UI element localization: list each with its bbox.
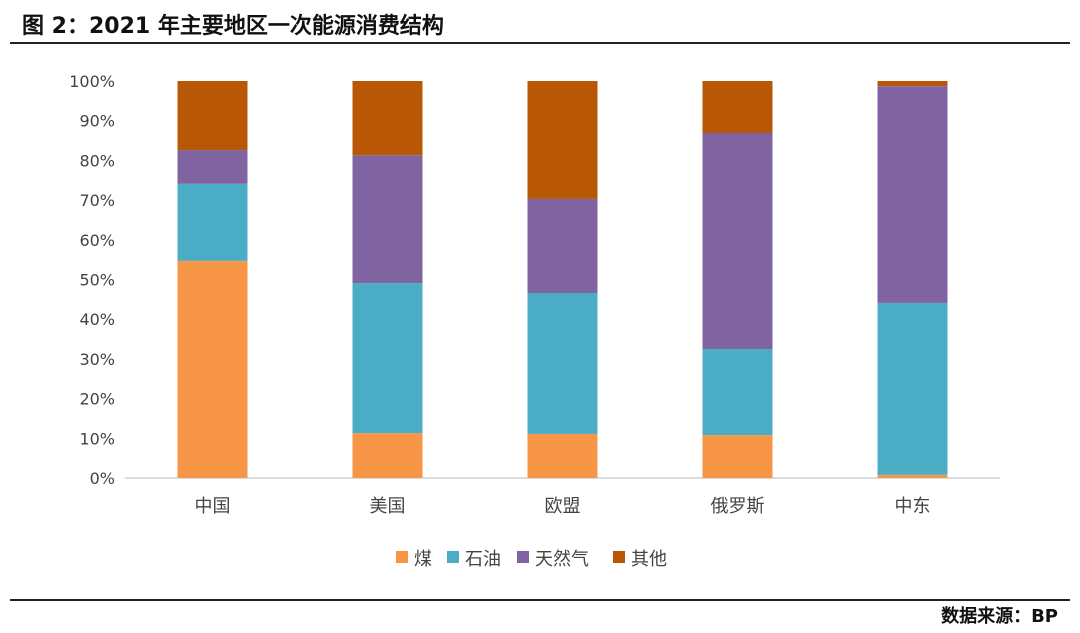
bar-segment-煤 [877, 474, 948, 478]
x-tick-label: 中国 [195, 496, 231, 517]
bar-segment-煤 [352, 433, 423, 478]
bar-segment-其他 [702, 81, 773, 134]
bar-segment-其他 [352, 81, 423, 156]
bar-segment-石油 [702, 348, 773, 436]
bar-segment-天然气 [177, 150, 248, 184]
bar-segment-煤 [702, 435, 773, 478]
legend-label: 煤 [414, 549, 432, 570]
y-tick-label: 30% [79, 350, 115, 369]
bar-segment-石油 [877, 302, 948, 475]
y-tick-label: 10% [79, 429, 115, 448]
y-tick-label: 20% [79, 390, 115, 409]
bar-segment-煤 [177, 260, 248, 478]
source-note: 数据来源：BP [941, 606, 1058, 627]
bar-segment-天然气 [702, 133, 773, 349]
bar-segment-天然气 [527, 198, 598, 293]
legend-label: 石油 [465, 549, 501, 570]
bar-segment-其他 [527, 81, 598, 199]
x-tick-label: 美国 [370, 496, 406, 517]
legend-label: 天然气 [535, 549, 589, 570]
footer-divider [10, 599, 1070, 601]
legend-label: 其他 [631, 549, 667, 570]
x-tick-label: 俄罗斯 [711, 496, 765, 517]
title-divider [10, 42, 1070, 44]
chart-title: 图 2：2021 年主要地区一次能源消费结构 [22, 14, 444, 39]
bar-segment-石油 [527, 292, 598, 434]
bar-segment-天然气 [352, 155, 423, 284]
bar-segment-煤 [527, 433, 598, 478]
bar-segment-其他 [877, 81, 948, 87]
legend-swatch [613, 551, 625, 563]
y-tick-label: 60% [79, 231, 115, 250]
bar-segment-石油 [177, 183, 248, 261]
y-tick-label: 70% [79, 191, 115, 210]
bar-segment-天然气 [877, 86, 948, 303]
x-tick-label: 欧盟 [545, 496, 581, 517]
legend-swatch [396, 551, 408, 563]
legend-swatch [447, 551, 459, 563]
y-tick-label: 90% [79, 112, 115, 131]
x-tick-label: 中东 [895, 496, 931, 517]
y-tick-label: 50% [79, 271, 115, 290]
legend-swatch [517, 551, 529, 563]
bar-segment-石油 [352, 283, 423, 434]
y-tick-label: 100% [69, 72, 115, 91]
y-tick-label: 80% [79, 151, 115, 170]
y-tick-label: 40% [79, 310, 115, 329]
bar-segment-其他 [177, 81, 248, 151]
y-tick-label: 0% [90, 469, 115, 488]
